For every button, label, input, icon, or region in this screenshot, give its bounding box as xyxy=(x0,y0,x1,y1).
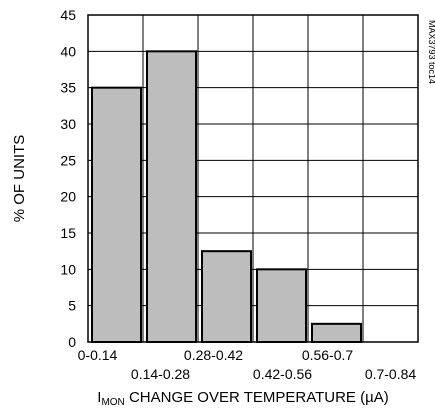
x-tick-label: 0.14-0.28 xyxy=(131,366,190,382)
x-tick-label: 0-0.14 xyxy=(78,347,118,363)
y-tick-label: 35 xyxy=(60,80,76,96)
bar-0.14-0.28 xyxy=(146,50,197,343)
bar-0.42-0.56 xyxy=(256,268,307,344)
y-axis-label: % OF UNITS xyxy=(11,135,28,223)
y-tick-label: 15 xyxy=(60,225,76,241)
y-tick-label: 5 xyxy=(68,298,76,314)
y-tick-label: 25 xyxy=(60,152,76,168)
figure-reference-note: MAX3793 toc14 xyxy=(427,20,435,84)
y-tick-label: 40 xyxy=(60,43,76,59)
x-tick-labels: 0-0.14 0.14-0.28 0.28-0.42 0.42-0.56 0.56-0.… xyxy=(78,347,417,382)
x-tick-label: 0.42-0.56 xyxy=(253,366,312,382)
grid-lines xyxy=(88,14,418,343)
y-tick-label: 45 xyxy=(60,7,76,23)
x-axis-label-rest: CHANGE OVER TEMPERATURE (µA) xyxy=(125,389,389,406)
bar-0.28-0.42 xyxy=(201,250,252,344)
y-tick-label: 20 xyxy=(60,189,76,205)
plot-frame xyxy=(87,14,419,343)
x-tick-label: 0.7-0.84 xyxy=(365,366,417,382)
bars xyxy=(91,50,362,344)
y-tick-label: 0 xyxy=(68,334,76,350)
x-axis-label-main: I xyxy=(97,389,101,406)
bar-0.56-0.7 xyxy=(311,322,362,344)
y-tick-label: 30 xyxy=(60,116,76,132)
x-tick-label: 0.28-0.42 xyxy=(184,347,243,363)
y-tick-labels: 0 5 10 15 20 25 30 35 40 45 xyxy=(60,7,76,350)
x-axis-label-subscript: MON xyxy=(101,397,124,408)
bar-0-0.14 xyxy=(91,86,142,343)
x-axis-label: IMON CHANGE OVER TEMPERATURE (µA) xyxy=(97,389,388,408)
y-tick-label: 10 xyxy=(60,261,76,277)
x-tick-label: 0.56-0.7 xyxy=(302,347,354,363)
